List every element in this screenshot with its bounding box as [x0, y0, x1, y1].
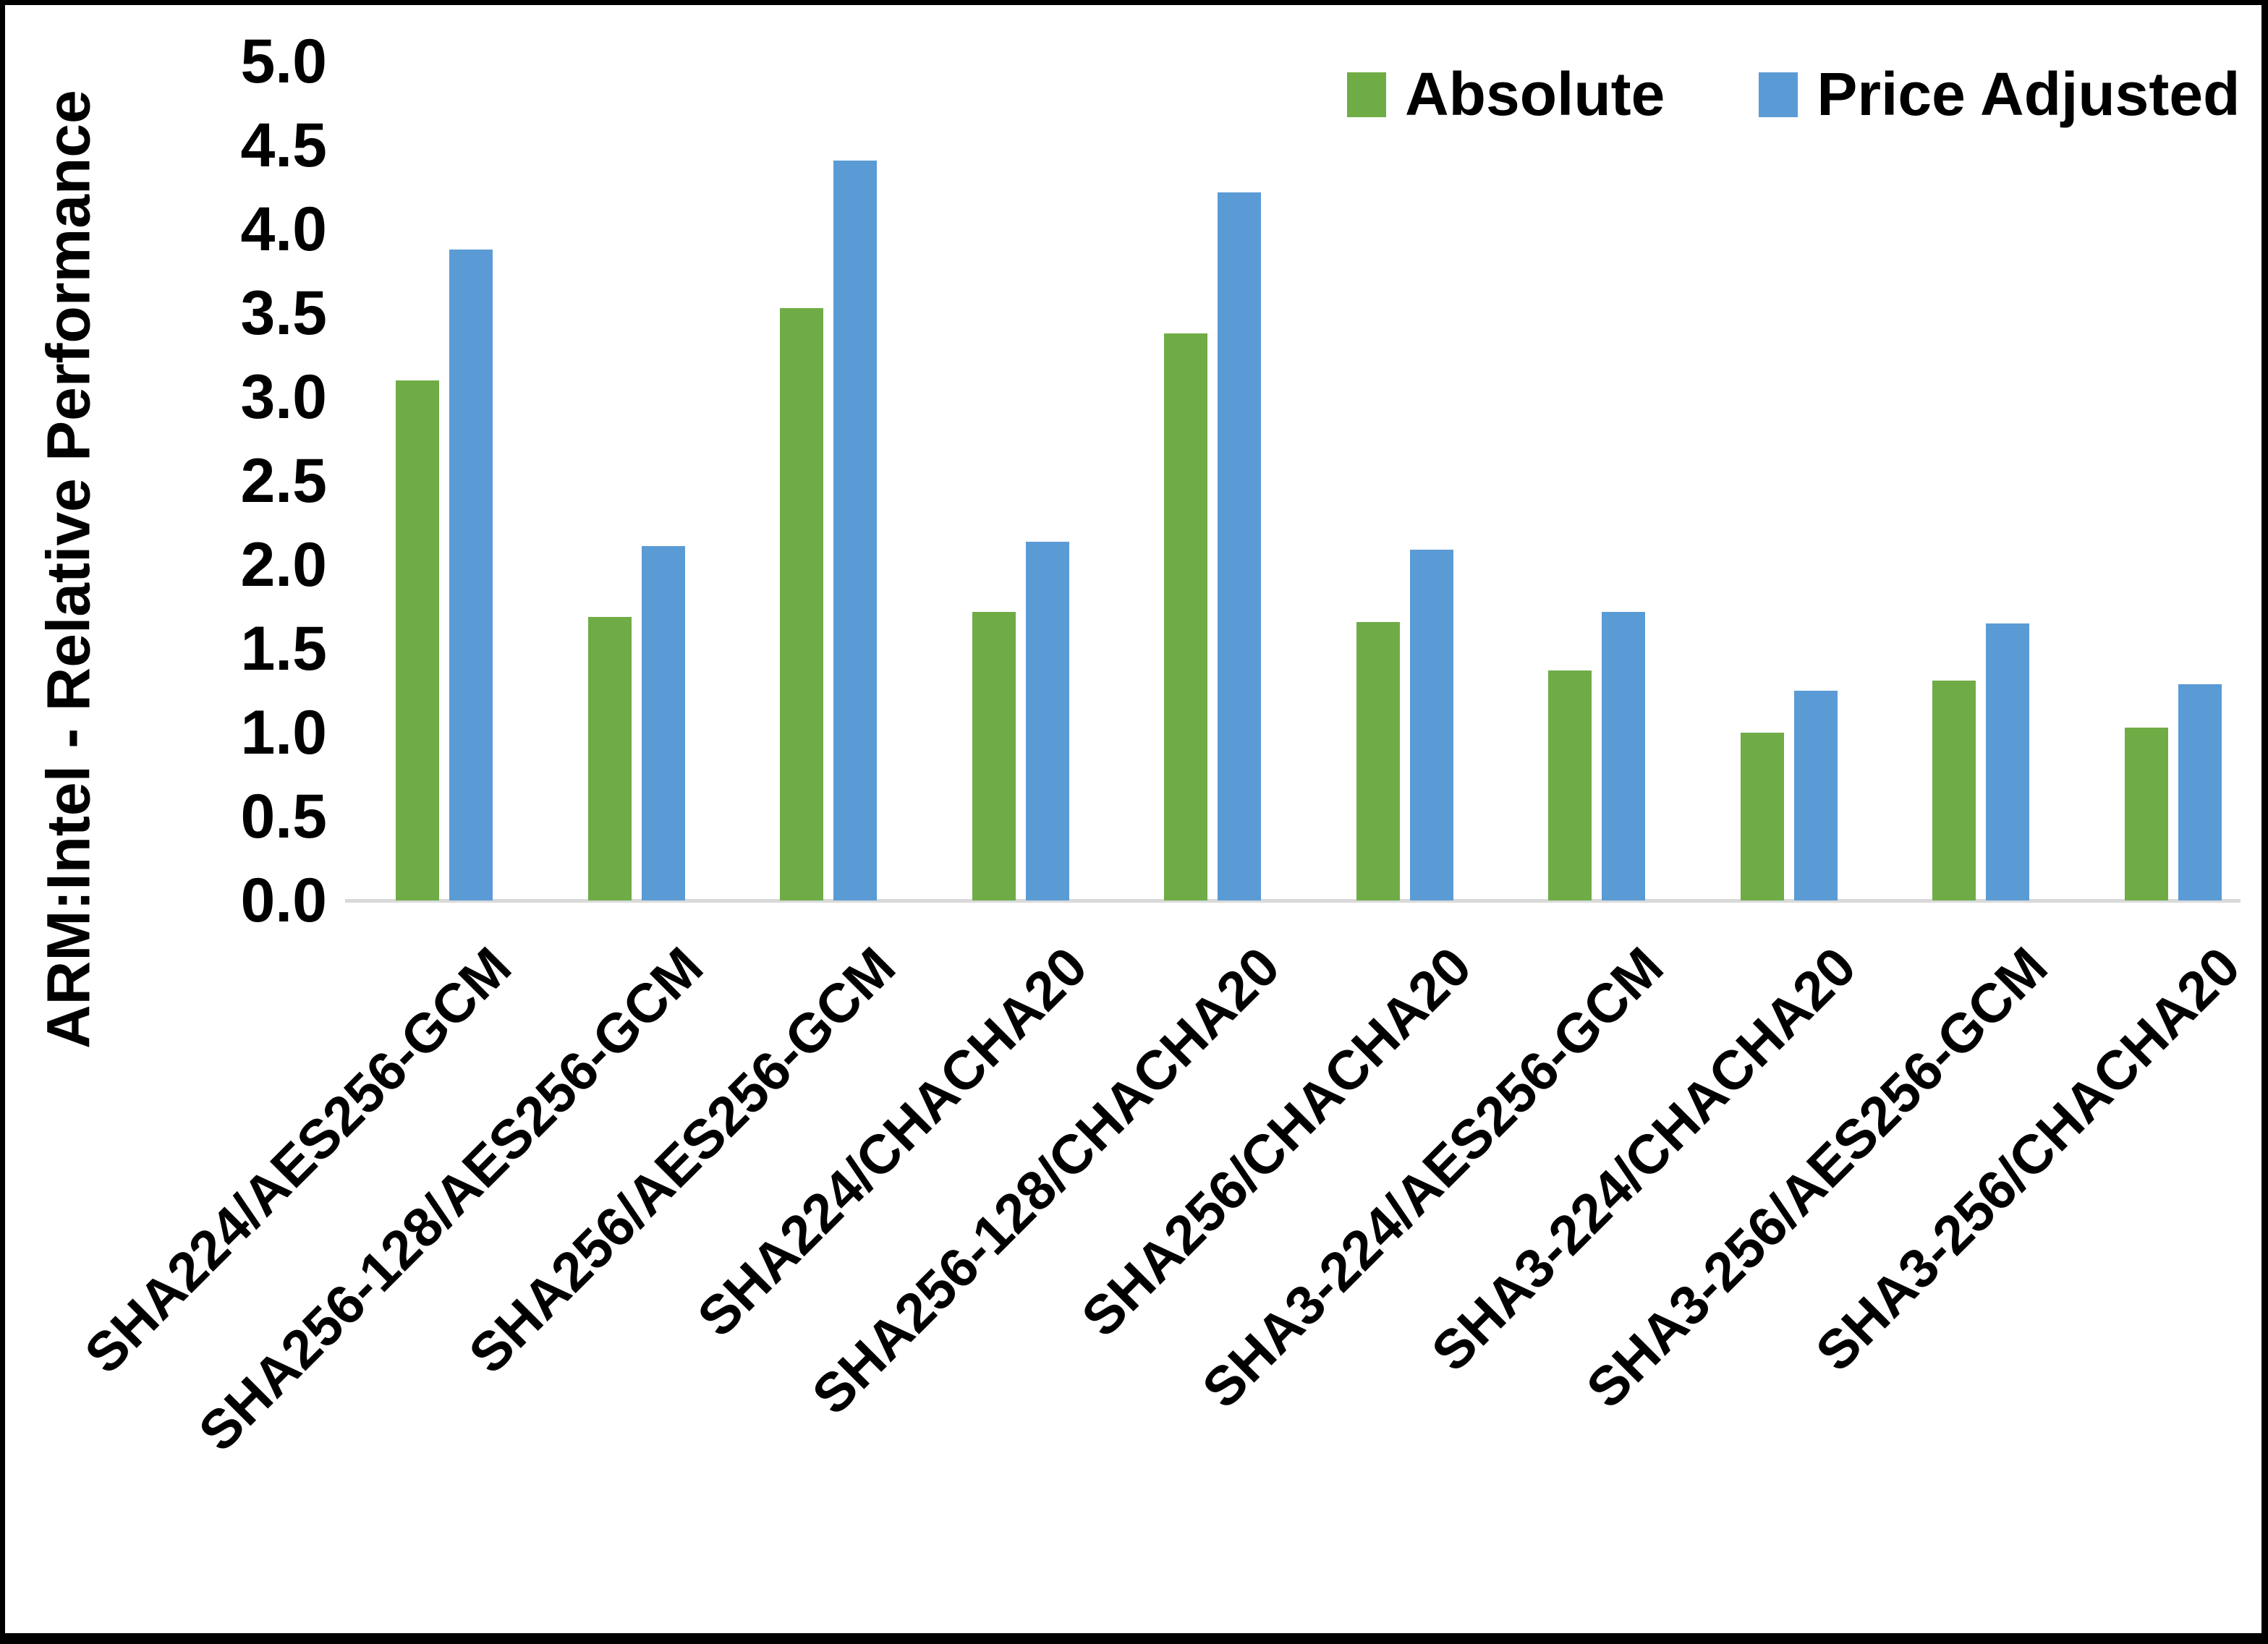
bar-absolute-7 [1741, 733, 1784, 900]
x-axis-line [345, 899, 2241, 903]
x-category-label: SHA224/CHACHA20 [686, 935, 1100, 1349]
y-tick-label: 2.0 [240, 530, 327, 600]
bar-absolute-3 [972, 612, 1016, 900]
y-tick-label: 1.5 [240, 614, 327, 683]
bar-absolute-2 [780, 308, 823, 900]
bar-price-adjusted-7 [1794, 691, 1838, 900]
bar-absolute-6 [1548, 670, 1592, 900]
legend: Absolute Price Adjusted [1347, 59, 2240, 129]
x-category-label: SHA256/CHACHA20 [1070, 935, 1484, 1349]
bar-absolute-5 [1356, 622, 1400, 900]
bar-price-adjusted-2 [833, 161, 877, 900]
y-tick-label: 4.5 [240, 111, 327, 180]
bar-absolute-8 [1932, 681, 1976, 900]
bar-absolute-1 [588, 617, 632, 900]
bar-price-adjusted-4 [1218, 192, 1261, 900]
bar-absolute-4 [1164, 333, 1207, 900]
legend-item-absolute: Absolute [1347, 59, 1665, 129]
legend-label-price-adjusted: Price Adjusted [1817, 60, 2241, 128]
bar-absolute-0 [396, 380, 439, 900]
bar-price-adjusted-8 [1986, 623, 2029, 900]
y-tick-label: 5.0 [240, 27, 327, 96]
plot-area: 5.0 4.5 4.0 3.5 3.0 2.5 2.0 1.5 1.0 0.5 0.0 SHA224/… [5, 5, 2261, 1633]
legend-swatch-absolute-icon [1347, 72, 1386, 117]
y-tick-label: 3.0 [240, 362, 327, 432]
legend-label-absolute: Absolute [1405, 60, 1665, 128]
y-tick-label: 3.5 [240, 278, 327, 348]
y-tick-label: 0.0 [240, 866, 327, 935]
legend-item-price-adjusted: Price Adjusted [1759, 59, 2240, 129]
y-tick-label: 0.5 [240, 782, 327, 851]
legend-swatch-price-adjusted-icon [1759, 72, 1798, 117]
bar-price-adjusted-9 [2178, 684, 2222, 900]
bar-absolute-9 [2125, 728, 2168, 900]
bar-price-adjusted-1 [642, 546, 685, 900]
bar-price-adjusted-0 [449, 250, 493, 900]
bar-price-adjusted-3 [1026, 542, 1069, 900]
y-tick-label: 2.5 [240, 446, 327, 516]
y-tick-label: 4.0 [240, 195, 327, 264]
bar-price-adjusted-6 [1602, 612, 1645, 900]
bar-price-adjusted-5 [1410, 550, 1453, 900]
y-tick-label: 1.0 [240, 698, 327, 767]
